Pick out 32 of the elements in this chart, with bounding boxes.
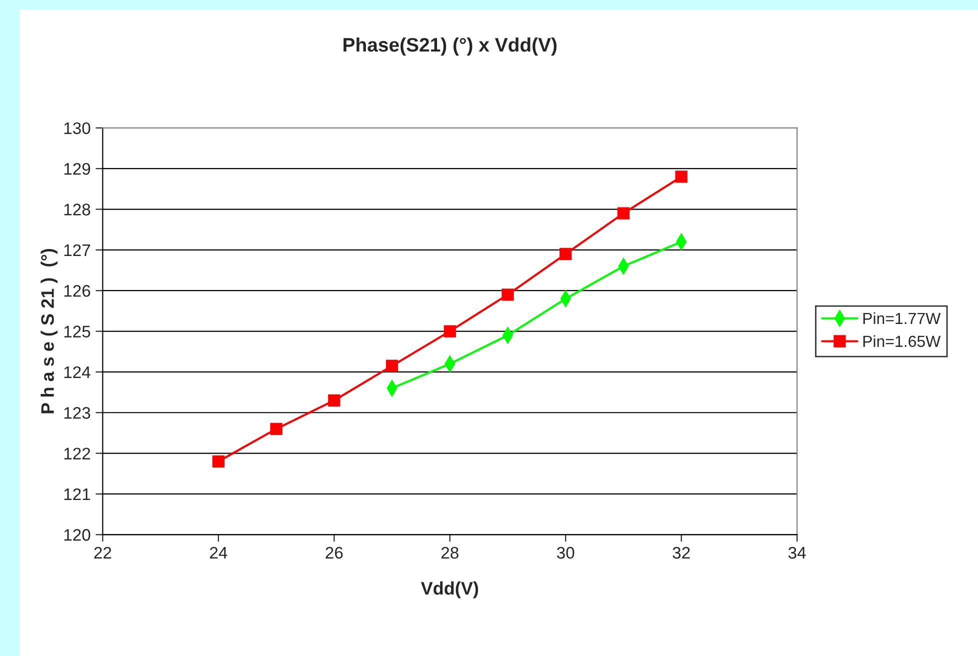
point bbox=[328, 394, 340, 406]
y-tick-label: 124 bbox=[64, 366, 90, 378]
y-tick-label: 130 bbox=[64, 122, 90, 134]
x-tick-label: 32 bbox=[672, 546, 690, 559]
point bbox=[444, 325, 456, 338]
legend-label: Pin=1.65W bbox=[863, 335, 941, 348]
x-tick-label: 28 bbox=[441, 546, 458, 559]
x-tick-label: 26 bbox=[326, 546, 343, 559]
y-tick-label: 120 bbox=[64, 529, 90, 541]
point bbox=[270, 422, 282, 435]
point bbox=[617, 207, 630, 220]
x-tick-label: 34 bbox=[788, 546, 806, 559]
point bbox=[502, 288, 514, 301]
y-tick-label: 121 bbox=[64, 488, 90, 500]
point bbox=[560, 248, 572, 260]
y-tick-label: 126 bbox=[64, 285, 90, 297]
x-tick-label: 24 bbox=[210, 546, 228, 559]
y-tick-label: 129 bbox=[64, 162, 90, 175]
point bbox=[212, 455, 224, 468]
point bbox=[386, 360, 398, 372]
y-tick-label: 128 bbox=[64, 204, 90, 216]
x-axis-title: Vdd(V) bbox=[420, 581, 478, 598]
y-tick-label: 125 bbox=[64, 326, 90, 338]
x-tick-label: 30 bbox=[556, 546, 574, 559]
y-tick-label: 123 bbox=[64, 407, 90, 419]
y-axis-title: P h a s e ( S 21 ) (°) bbox=[40, 248, 58, 414]
y-tick-label: 122 bbox=[64, 448, 90, 460]
point bbox=[675, 170, 688, 183]
x-tick-label: 22 bbox=[94, 546, 112, 559]
y-tick-label: 127 bbox=[64, 244, 90, 256]
chart-title: Phase(S21) (°) x Vdd(V) bbox=[344, 37, 557, 56]
legend-label: Pin=1.77W bbox=[863, 312, 941, 324]
